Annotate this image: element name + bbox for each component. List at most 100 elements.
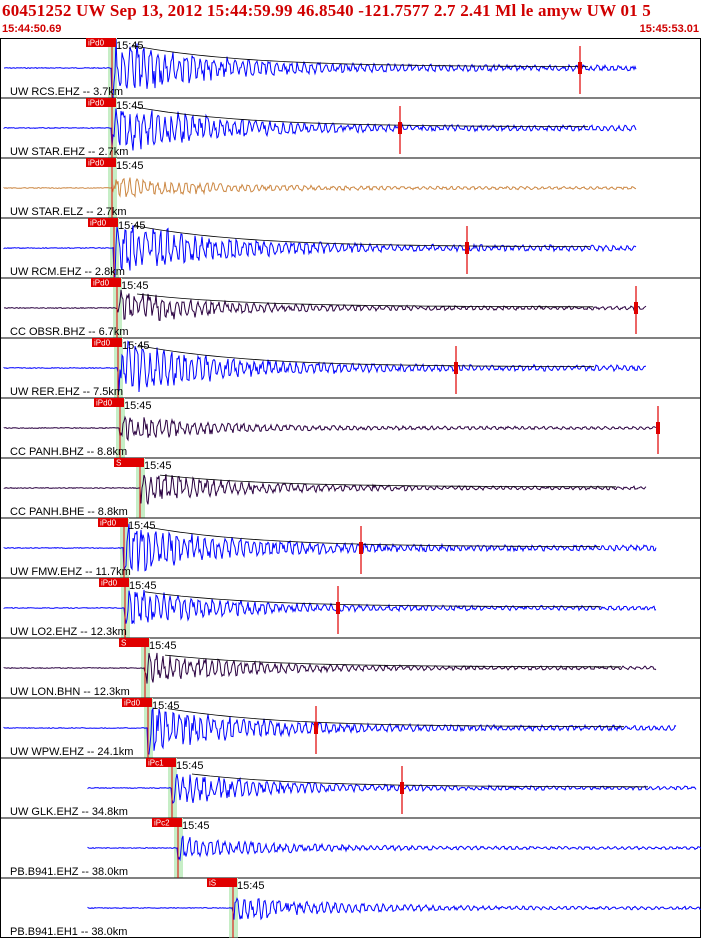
waveform xyxy=(3,289,647,322)
pick-flag[interactable] xyxy=(94,398,124,407)
pick-flag[interactable] xyxy=(92,338,122,347)
pick-flag[interactable] xyxy=(91,278,121,287)
amplitude-marker-box xyxy=(656,422,660,434)
pick-label: S xyxy=(116,459,121,468)
pick-flag[interactable] xyxy=(114,458,144,467)
pick-flag[interactable] xyxy=(152,818,182,827)
time-tick-label: 15:45 xyxy=(116,100,144,112)
time-tick-label: 15:45 xyxy=(124,400,152,412)
pick-label: iPd0 xyxy=(100,519,117,528)
header: 60451252 UW Sep 13, 2012 15:44:59.99 46.… xyxy=(0,0,701,38)
time-tick-label: 15:45 xyxy=(128,520,156,532)
trace-row[interactable]: iPd0 15:45 UW LO2.EHZ -- 12.3km xyxy=(0,578,701,639)
pick-label: iPd0 xyxy=(94,339,111,348)
waveform xyxy=(3,415,657,442)
pick-label: iPd0 xyxy=(88,39,105,48)
pick-flag[interactable] xyxy=(98,518,128,527)
coda-curve xyxy=(131,106,588,128)
station-label: UW FMW.EHZ -- 11.7km xyxy=(10,566,131,578)
station-label: UW GLK.EHZ -- 34.8km xyxy=(10,806,128,818)
station-label: UW RER.EHZ -- 7.5km xyxy=(10,386,123,398)
station-label: UW RCS.EHZ -- 3.7km xyxy=(10,86,123,98)
time-tick-label: 15:45 xyxy=(122,340,150,352)
waveform xyxy=(87,897,701,921)
station-label: UW STAR.ELZ -- 2.7km xyxy=(10,206,127,218)
pick-flag[interactable] xyxy=(122,698,152,707)
start-time: 15:44:50.69 xyxy=(2,23,62,35)
station-label: PB.B941.EHZ -- 38.0km xyxy=(10,866,128,878)
time-tick-label: 15:45 xyxy=(118,220,146,232)
coda-curve xyxy=(136,293,593,308)
time-tick-label: 15:45 xyxy=(116,40,144,52)
pick-flag[interactable] xyxy=(207,878,237,887)
amplitude-marker-box xyxy=(454,362,458,374)
station-label: PB.B941.EH1 -- 38.0km xyxy=(10,926,127,938)
trace-row[interactable]: S 15:45 UW LON.BHN -- 12.3km xyxy=(0,638,701,699)
time-tick-label: 15:45 xyxy=(121,280,149,292)
time-tick-label: 15:45 xyxy=(116,160,144,172)
pick-label: iS xyxy=(209,879,216,888)
pick-flag[interactable] xyxy=(86,98,116,107)
amplitude-marker-box xyxy=(400,782,404,794)
trace-row[interactable]: iPd0 15:45 UW RCS.EHZ -- 3.7km xyxy=(0,38,701,99)
amplitude-marker-box xyxy=(314,722,318,734)
waveform xyxy=(3,177,637,199)
event-title: 60451252 UW Sep 13, 2012 15:44:59.99 46.… xyxy=(2,1,652,20)
station-label: UW RCM.EHZ -- 2.8km xyxy=(10,266,125,278)
station-label: CC PANH.BHZ -- 8.8km xyxy=(10,446,127,458)
waveform xyxy=(3,108,637,151)
coda-curve xyxy=(167,708,624,728)
pick-flag[interactable] xyxy=(119,638,149,647)
pick-label: iPd0 xyxy=(101,579,118,588)
pick-label: iPd0 xyxy=(90,219,107,228)
time-tick-label: 15:45 xyxy=(237,880,265,892)
amplitude-marker-box xyxy=(634,302,638,314)
pick-label: iPd0 xyxy=(88,99,105,108)
amplitude-marker-box xyxy=(465,242,469,254)
time-tick-label: 15:45 xyxy=(176,760,204,772)
pick-flag[interactable] xyxy=(99,578,129,587)
coda-curve xyxy=(143,526,600,548)
station-label: UW LON.BHN -- 12.3km xyxy=(10,686,130,698)
time-tick-label: 15:45 xyxy=(152,700,180,712)
waveform xyxy=(3,474,647,505)
coda-curve xyxy=(137,344,595,368)
pick-flag[interactable] xyxy=(86,158,116,167)
trace-row[interactable]: iPc2 15:45 PB.B941.EHZ -- 38.0km xyxy=(0,818,701,879)
coda-curve xyxy=(131,44,589,68)
coda-curve xyxy=(159,474,616,488)
trace-row[interactable]: iPd0 15:45 UW FMW.EHZ -- 11.7km xyxy=(0,518,701,579)
pick-flag[interactable] xyxy=(146,758,176,767)
pick-label: iPc1 xyxy=(148,759,164,768)
pick-flag[interactable] xyxy=(86,38,116,47)
trace-row[interactable]: iPd0 15:45 UW RER.EHZ -- 7.5km xyxy=(0,338,701,399)
pick-label: S xyxy=(121,639,126,648)
trace-row[interactable]: iPc1 15:45 UW GLK.EHZ -- 34.8km xyxy=(0,758,701,819)
coda-curve xyxy=(133,224,591,248)
trace-row[interactable]: iS 15:45 PB.B941.EH1 -- 38.0km xyxy=(0,878,701,938)
waveform xyxy=(87,835,701,862)
amplitude-marker-box xyxy=(336,602,340,614)
trace-row[interactable]: iPd0 15:45 UW STAR.EHZ -- 2.7km xyxy=(0,98,701,159)
coda-curve xyxy=(191,773,648,788)
pick-label: iPd0 xyxy=(124,699,141,708)
pick-flag[interactable] xyxy=(88,218,118,227)
amplitude-marker-box xyxy=(578,62,582,74)
pick-label: iPd0 xyxy=(93,279,110,288)
pick-label: iPd0 xyxy=(96,399,113,408)
waveform xyxy=(87,773,697,804)
station-label: UW WPW.EHZ -- 24.1km xyxy=(10,746,133,758)
time-tick-label: 15:45 xyxy=(129,580,157,592)
station-label: UW STAR.EHZ -- 2.7km xyxy=(10,146,128,158)
station-label: CC PANH.BHE -- 8.8km xyxy=(10,506,128,518)
coda-curve xyxy=(144,591,602,608)
coda-curve xyxy=(164,654,621,668)
end-time: 15:45:53.01 xyxy=(639,23,699,35)
time-tick-label: 15:45 xyxy=(144,460,172,472)
time-tick-label: 15:45 xyxy=(149,640,177,652)
time-tick-label: 15:45 xyxy=(182,820,210,832)
trace-row[interactable]: iPd0 15:45 UW RCM.EHZ -- 2.8km xyxy=(0,218,701,279)
amplitude-marker-box xyxy=(359,542,363,554)
trace-row[interactable]: iPd0 15:45 UW WPW.EHZ -- 24.1km xyxy=(0,698,701,759)
